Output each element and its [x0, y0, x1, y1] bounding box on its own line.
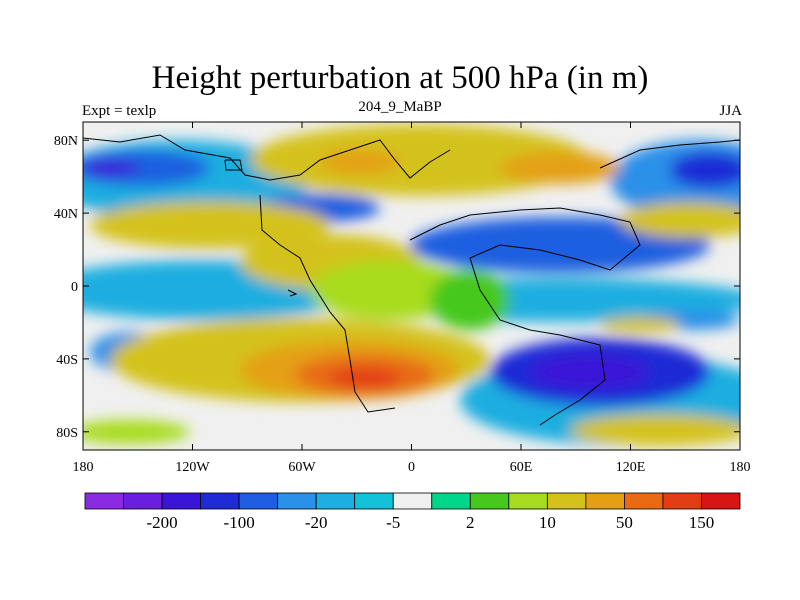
x-tick-label: 60W [288, 460, 316, 475]
colorbar-swatch [469, 492, 510, 510]
coastline-eurasia-africa [409, 207, 641, 426]
plot-title: Height perturbation at 500 hPa (in m) [151, 60, 649, 96]
experiment-label: Expt = texlp [82, 103, 157, 119]
x-tick-label: 120E [616, 460, 646, 475]
x-tick-label: 180 [730, 460, 751, 475]
coastline-north-america [83, 134, 451, 181]
colorbar-label: 150 [689, 513, 715, 532]
run-label: 204_9_MaBP [358, 99, 442, 115]
x-tick-label: 0 [408, 460, 415, 475]
coastlines [83, 134, 740, 426]
colorbar-label: -200 [146, 513, 177, 532]
colorbar-label: -5 [386, 513, 400, 532]
y-tick-label: 40N [54, 207, 78, 222]
colorbar-swatch [585, 492, 625, 510]
coastline-greenland-patch [224, 159, 243, 171]
colorbar-label: -100 [224, 513, 255, 532]
coastline-island [287, 289, 298, 297]
colorbar-label: 2 [466, 513, 475, 532]
colorbar-swatch [546, 492, 587, 510]
colorbar-swatch [200, 492, 240, 510]
y-tick-label: 40S [56, 353, 78, 368]
x-tick-label: 60E [510, 460, 533, 475]
coastline-asia-north [599, 139, 740, 169]
y-tick-label: 80S [56, 426, 78, 441]
colorbar-swatch [84, 492, 124, 510]
colorbar-swatch [123, 492, 163, 510]
colorbar-swatch [392, 492, 433, 510]
coastline-americas-west [259, 194, 396, 413]
season-label: JJA [719, 103, 742, 119]
colorbar: -200 -100 -20 -5 2 10 50 150 [84, 492, 741, 532]
colorbar-swatch [238, 492, 279, 510]
y-tick-label: 0 [71, 280, 78, 295]
colorbar-swatch [431, 492, 471, 510]
colorbar-swatch [354, 492, 394, 510]
colorbar-label: 50 [616, 513, 633, 532]
colorbar-swatch [161, 492, 201, 510]
x-tick-label: 180 [73, 460, 94, 475]
colorbar-swatch [662, 492, 702, 510]
y-tick-label: 80N [54, 134, 78, 149]
x-tick-label: 120W [175, 460, 210, 475]
contour-field [83, 122, 740, 450]
colorbar-swatch [508, 492, 548, 510]
colorbar-swatch [315, 492, 356, 510]
colorbar-label: -20 [305, 513, 328, 532]
colorbar-swatch [624, 492, 664, 510]
axis-ticks: 180 120W 60W 0 60E 120E 180 80N 40N 0 40S 80S [54, 122, 751, 475]
colorbar-swatch [701, 492, 741, 510]
colorbar-label: 10 [539, 513, 556, 532]
colorbar-swatch [277, 492, 317, 510]
